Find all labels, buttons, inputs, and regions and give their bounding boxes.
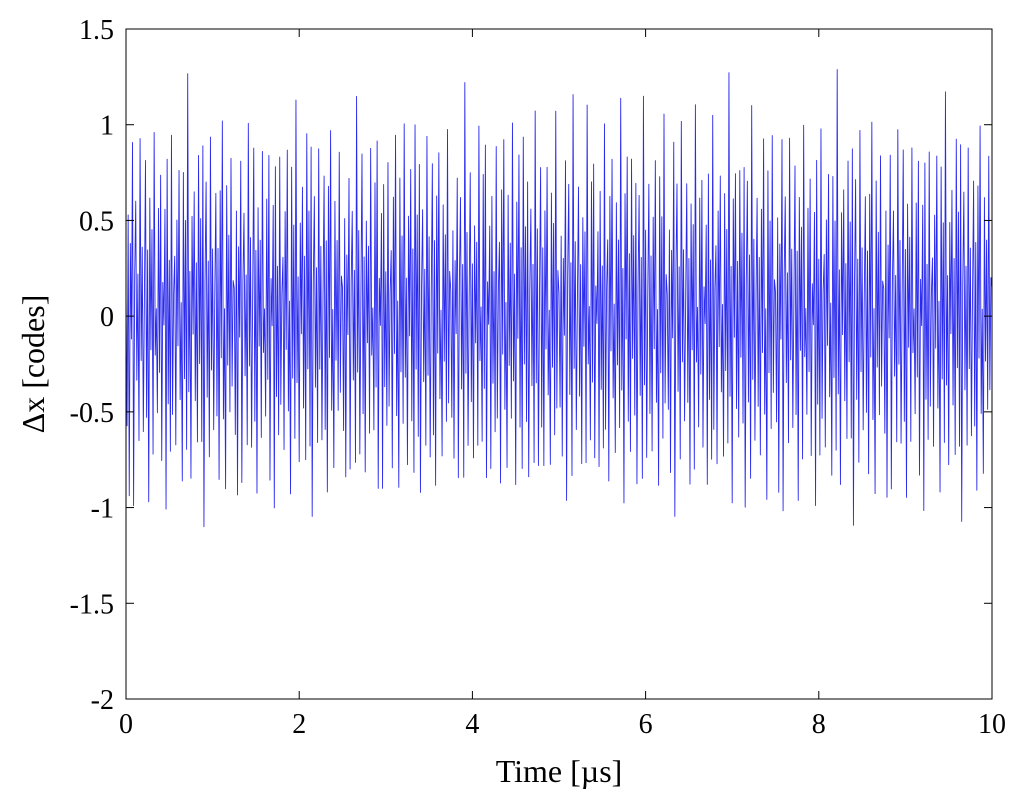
x-axis: 0 2 4 6 8 10 <box>119 29 1006 740</box>
x-tick-label: 2 <box>292 709 306 740</box>
y-tick-label: -1 <box>91 494 114 525</box>
x-tick-label: 0 <box>119 709 133 740</box>
y-tick-label: -1.5 <box>70 589 114 620</box>
y-tick-label: 0 <box>100 302 114 333</box>
x-tick-label: 4 <box>465 709 479 740</box>
series-line <box>125 69 993 528</box>
y-axis: -2 -1.5 -1 -0.5 0 0.5 1 1.5 <box>70 15 992 716</box>
y-tick-label: 1.5 <box>79 15 114 46</box>
x-tick-label: 8 <box>812 709 826 740</box>
x-tick-label: 10 <box>978 709 1006 740</box>
x-axis-title: Time [µs] <box>496 753 623 789</box>
y-tick-label: -2 <box>91 685 114 716</box>
y-axis-title: Δx [codes] <box>15 295 51 434</box>
y-tick-label: 1 <box>100 111 114 142</box>
series-layer <box>125 69 993 528</box>
x-tick-label: 6 <box>639 709 653 740</box>
y-tick-label: 0.5 <box>79 206 114 237</box>
plot-frame <box>125 28 993 700</box>
y-tick-label: -0.5 <box>70 398 114 429</box>
